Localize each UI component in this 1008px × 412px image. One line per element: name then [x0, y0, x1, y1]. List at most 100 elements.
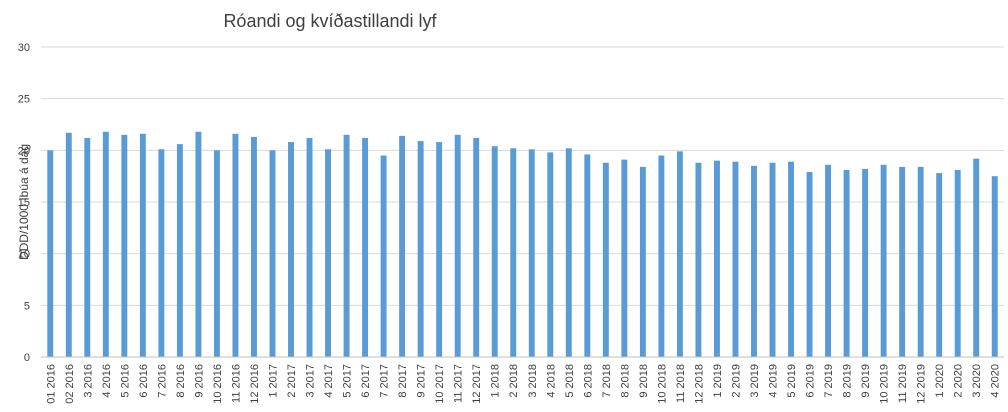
x-tick-label: 11 2019 — [897, 364, 909, 403]
bar — [621, 159, 628, 357]
x-tick-label: 4 2019 — [768, 364, 780, 398]
bar — [825, 164, 832, 357]
x-tick-label: 10 2016 — [212, 364, 224, 404]
x-tick-label: 8 2016 — [175, 364, 187, 398]
bar — [380, 155, 387, 357]
bar — [139, 133, 146, 357]
bar — [158, 149, 165, 357]
bar — [417, 141, 424, 357]
bar — [936, 173, 943, 357]
x-tick-label: 11 2018 — [675, 364, 687, 403]
x-tick-label: 1 2019 — [712, 364, 724, 398]
x-tick-label: 6 2017 — [360, 364, 372, 398]
bar — [565, 148, 572, 357]
bars — [47, 131, 998, 357]
x-tick-label: 2 2020 — [953, 364, 965, 398]
bar — [65, 132, 72, 357]
y-tick-label: 25 — [18, 94, 30, 106]
y-tick-label: 0 — [24, 352, 30, 364]
bar — [899, 166, 906, 357]
x-tick-label: 8 2017 — [397, 364, 409, 398]
y-axis-ticks: 0 5 10 15 20 25 30 — [18, 42, 30, 364]
x-tick-label: 01 2016 — [45, 364, 57, 404]
x-tick-label: 3 2020 — [971, 364, 983, 398]
bar — [880, 164, 887, 357]
bar — [658, 155, 665, 357]
bar — [695, 162, 702, 357]
x-tick-label: 9 2016 — [193, 364, 205, 398]
x-tick-label: 8 2018 — [619, 364, 631, 398]
bar — [102, 131, 109, 357]
bar — [84, 137, 91, 357]
bar — [510, 148, 517, 357]
bar — [676, 151, 683, 357]
bar — [806, 172, 813, 357]
bar — [362, 137, 369, 357]
x-tick-label: 2 2019 — [730, 364, 742, 398]
x-tick-label: 5 2018 — [564, 364, 576, 398]
bar — [954, 169, 961, 357]
x-tick-label: 02 2016 — [64, 364, 76, 404]
x-tick-label: 1 2017 — [267, 364, 279, 398]
x-tick-label: 10 2017 — [434, 364, 446, 404]
bar — [343, 134, 350, 357]
x-tick-label: 3 2019 — [749, 364, 761, 398]
x-tick-label: 12 2019 — [916, 364, 928, 404]
bar — [769, 162, 776, 357]
bar — [454, 134, 461, 357]
x-tick-label: 9 2019 — [860, 364, 872, 398]
x-tick-label: 11 2017 — [453, 364, 465, 403]
x-tick-label: 9 2018 — [638, 364, 650, 398]
bar — [325, 149, 332, 357]
bar — [251, 136, 257, 357]
x-tick-label: 1 2020 — [934, 364, 946, 398]
y-tick-label: 20 — [18, 145, 30, 157]
x-tick-label: 4 2017 — [323, 364, 335, 398]
y-axis-label: DDD/1000 íbúa á dag — [17, 144, 31, 260]
x-tick-label: 6 2019 — [805, 364, 817, 398]
gridlines — [41, 46, 1004, 306]
x-tick-label: 5 2017 — [342, 364, 354, 398]
x-tick-label: 9 2017 — [416, 364, 428, 398]
x-tick-label: 3 2017 — [305, 364, 317, 398]
bar — [732, 161, 739, 357]
bar — [639, 166, 646, 357]
bar — [473, 137, 480, 357]
y-tick-label: 15 — [18, 197, 30, 209]
x-tick-label: 7 2016 — [156, 364, 168, 398]
x-tick-label: 6 2016 — [138, 364, 150, 398]
bar — [602, 162, 609, 357]
bar — [436, 142, 443, 357]
x-tick-label: 8 2019 — [842, 364, 854, 398]
x-tick-label: 3 2016 — [82, 364, 94, 398]
x-tick-label: 6 2018 — [582, 364, 594, 398]
bar — [121, 134, 128, 357]
bar — [399, 135, 406, 357]
bar — [176, 144, 183, 357]
x-axis-ticks: 01 2016 02 2016 3 2016 4 2016 5 2016 6 2016 7 … — [45, 364, 1001, 404]
bar — [991, 176, 998, 357]
x-tick-label: 7 2017 — [379, 364, 391, 398]
x-tick-label: 10 2018 — [656, 364, 668, 404]
bar — [862, 168, 869, 357]
x-tick-label: 12 2018 — [693, 364, 705, 404]
bar — [528, 149, 535, 357]
x-tick-label: 5 2016 — [119, 364, 131, 398]
bar — [788, 161, 794, 357]
x-tick-label: 2 2018 — [508, 364, 520, 398]
x-tick-label: 1 2018 — [490, 364, 502, 398]
bar — [843, 169, 850, 357]
bar — [973, 158, 980, 357]
x-tick-label: 7 2019 — [823, 364, 835, 398]
y-tick-label: 5 — [24, 300, 30, 312]
bar — [269, 150, 276, 357]
bar — [713, 160, 720, 357]
x-tick-label: 12 2017 — [471, 364, 483, 404]
bar — [306, 137, 313, 357]
x-tick-label: 11 2016 — [230, 364, 242, 403]
bar — [547, 152, 554, 357]
bar — [232, 133, 239, 357]
x-tick-label: 4 2020 — [990, 364, 1002, 398]
bar — [751, 165, 757, 357]
